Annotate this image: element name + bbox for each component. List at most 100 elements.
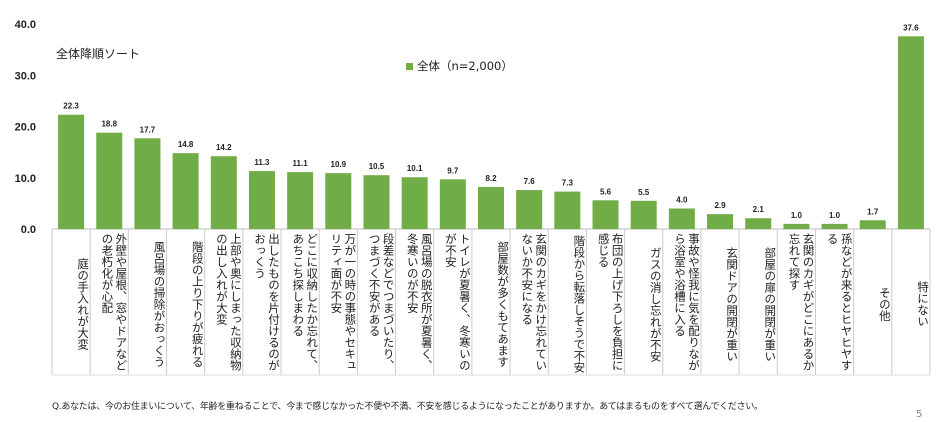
category-label: トイレが夏暑く、冬寒いのが不安 bbox=[434, 231, 472, 375]
category-label-text: トイレが夏暑く、冬寒いのが不安 bbox=[443, 233, 472, 371]
category-label-text: 玄関のカギがどこにあるか忘れて探す bbox=[787, 233, 816, 371]
data-label: 5.6 bbox=[600, 187, 612, 196]
bar bbox=[401, 177, 428, 229]
bar bbox=[325, 173, 352, 229]
bar bbox=[58, 114, 85, 229]
data-label: 22.3 bbox=[63, 102, 79, 111]
data-label: 9.7 bbox=[447, 166, 459, 175]
y-tick-label: 30.0 bbox=[15, 70, 36, 82]
category-label: 段差などでつまづいたり、つまづく不安がある bbox=[357, 231, 396, 375]
category-label: 風呂場の掃除がおっくう bbox=[128, 231, 167, 375]
bar bbox=[668, 208, 695, 229]
data-label: 2.9 bbox=[714, 201, 726, 210]
data-label: 17.7 bbox=[140, 125, 156, 134]
category-label: 出したものを片付けるのがおっくう bbox=[243, 231, 281, 375]
page-number: 5 bbox=[916, 409, 923, 420]
category-label: 階段の上り下りが疲れる bbox=[167, 231, 205, 375]
data-label: 10.9 bbox=[331, 160, 347, 169]
legend-label: 全体（n=2,000） bbox=[417, 59, 513, 73]
category-label-text: 布団の上げ下ろしを負担に感じる bbox=[596, 233, 625, 371]
bar bbox=[172, 153, 199, 229]
category-label-text: 階段の上り下りが疲れる bbox=[190, 240, 205, 368]
category-label: 玄関のカギをかけ忘れていないか不安になる bbox=[510, 231, 548, 375]
category-label: 庭の手入れが大変 bbox=[52, 231, 90, 375]
bar bbox=[821, 223, 848, 229]
data-label: 4.0 bbox=[676, 196, 688, 205]
category-label-text: 段差などでつまづいたり、つまづく不安がある bbox=[367, 233, 396, 371]
category-label: 玄関のカギがどこにあるか忘れて探す bbox=[777, 231, 815, 375]
category-label: 部屋の扉の開閉が重い bbox=[739, 231, 777, 375]
y-tick-label: 0.0 bbox=[21, 224, 36, 236]
data-label: 14.2 bbox=[216, 143, 232, 152]
data-label: 7.3 bbox=[562, 179, 574, 188]
category-label: 特にない bbox=[892, 231, 930, 375]
data-label: 1.0 bbox=[829, 211, 841, 220]
category-label: 布団の上げ下ろしを負担に感じる bbox=[586, 231, 625, 375]
category-label-text: 出したものを片付けるのがおっくう bbox=[253, 233, 282, 371]
category-label-text: 部屋数が多くもてあます bbox=[496, 240, 511, 368]
category-label-text: その他 bbox=[877, 286, 892, 322]
data-label: 11.3 bbox=[254, 158, 270, 167]
y-tick-label: 20.0 bbox=[15, 122, 36, 134]
category-label-text: 外壁や屋根、窓やドアなどの老朽化が心配 bbox=[100, 233, 129, 371]
bar bbox=[96, 132, 123, 229]
category-label-text: 部屋の扉の開閉が重い bbox=[763, 246, 778, 362]
data-label: 5.5 bbox=[638, 188, 650, 197]
data-label: 10.1 bbox=[407, 164, 423, 173]
y-tick-label: 10.0 bbox=[15, 173, 36, 185]
category-label-text: 風呂場の掃除がおっくう bbox=[152, 240, 167, 368]
category-label: 上部や奥にしまった収納物の出し入れが大変 bbox=[205, 231, 243, 375]
bar bbox=[516, 190, 543, 229]
legend: 全体（n=2,000） bbox=[406, 58, 513, 74]
category-label-text: 庭の手入れが大変 bbox=[76, 258, 91, 350]
bar bbox=[248, 171, 275, 229]
bar bbox=[287, 172, 314, 229]
bar bbox=[707, 214, 734, 229]
category-label: その他 bbox=[854, 231, 892, 375]
data-label: 8.2 bbox=[485, 174, 497, 183]
bar bbox=[783, 223, 810, 229]
data-label: 37.6 bbox=[903, 23, 919, 32]
bar bbox=[210, 156, 237, 229]
category-label-text: 玄関のカギをかけ忘れていないか不安になる bbox=[520, 233, 549, 371]
data-label: 11.1 bbox=[293, 159, 309, 168]
category-label-text: 事故や怪我に気を配りながら浴室や浴槽に入る bbox=[672, 233, 701, 371]
data-label: 1.7 bbox=[867, 207, 879, 216]
category-label-text: 特にない bbox=[915, 281, 930, 327]
bar bbox=[745, 218, 772, 229]
footnote: Q.あなたは、今のお住まいについて、年齢を重ねることで、今まで感じなかった不便や… bbox=[52, 402, 763, 412]
category-label: 部屋数が多くもてあます bbox=[472, 231, 510, 375]
data-label: 14.8 bbox=[178, 140, 194, 149]
y-tick-label: 40.0 bbox=[15, 19, 36, 31]
data-label: 7.6 bbox=[524, 177, 536, 186]
chart-subtitle: 全体降順ソート bbox=[56, 47, 141, 61]
category-label: 玄関ドアの開閉が重い bbox=[701, 231, 739, 375]
data-label: 1.0 bbox=[791, 211, 803, 220]
data-label: 18.8 bbox=[101, 120, 117, 129]
bar bbox=[363, 175, 390, 229]
category-label: ガスの消し忘れが不安 bbox=[625, 231, 663, 375]
category-label: 孫などが来るとヒヤヒヤする bbox=[815, 231, 854, 375]
category-label-text: 階段から転落しそうで不安 bbox=[572, 235, 587, 373]
bar bbox=[630, 200, 657, 229]
category-label-text: 玄関ドアの開閉が重い bbox=[725, 246, 740, 362]
category-label-text: 孫などが来るとヒヤヒヤする bbox=[825, 233, 854, 371]
category-label: 事故や怪我に気を配りながら浴室や浴槽に入る bbox=[663, 231, 701, 375]
category-label: 風呂場の脱衣所が夏暑く、冬寒いのが不安 bbox=[396, 231, 434, 375]
bar bbox=[478, 186, 504, 229]
bar bbox=[859, 220, 886, 229]
category-label: 外壁や屋根、窓やドアなどの老朽化が心配 bbox=[90, 231, 128, 375]
bar bbox=[439, 179, 466, 229]
category-label: 階段から転落しそうで不安 bbox=[548, 231, 586, 375]
bar bbox=[554, 191, 581, 229]
legend-swatch bbox=[406, 62, 413, 70]
data-label: 2.1 bbox=[753, 205, 765, 214]
bar bbox=[134, 138, 161, 229]
bar bbox=[592, 200, 619, 229]
data-label: 10.5 bbox=[369, 162, 385, 171]
category-label: 万が一の時の事態やセキュリティ面が不安 bbox=[319, 231, 357, 375]
category-label-text: 風呂場の脱衣所が夏暑く、冬寒いのが不安 bbox=[405, 233, 434, 371]
category-label-text: ガスの消し忘れが不安 bbox=[648, 246, 663, 362]
category-label-text: どこに収納したか忘れて、あちこち探しまわる bbox=[291, 233, 320, 371]
